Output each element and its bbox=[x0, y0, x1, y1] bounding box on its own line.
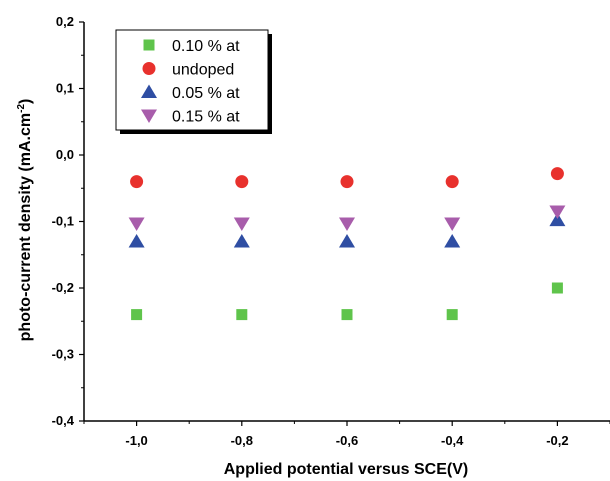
legend-label: 0.05 % at bbox=[172, 85, 240, 102]
data-point bbox=[128, 217, 145, 231]
data-point bbox=[446, 309, 458, 321]
data-point bbox=[131, 309, 143, 321]
y-tick-label: 0,0 bbox=[56, 147, 74, 162]
data-point bbox=[130, 175, 144, 189]
x-tick-label: -0,2 bbox=[546, 433, 568, 448]
legend-marker bbox=[141, 109, 157, 123]
y-tick-label: -0,3 bbox=[52, 347, 74, 362]
data-point bbox=[341, 309, 353, 321]
legend-marker bbox=[141, 84, 157, 98]
data-point bbox=[235, 175, 249, 189]
data-point bbox=[233, 233, 250, 248]
data-point bbox=[549, 212, 566, 227]
legend-marker bbox=[143, 39, 155, 51]
x-tick-label: -0,8 bbox=[231, 433, 253, 448]
legend-label: undoped bbox=[172, 62, 234, 79]
legend-box bbox=[115, 29, 269, 131]
legend-marker bbox=[142, 62, 156, 75]
data-point bbox=[339, 217, 355, 231]
y-tick-label: 0,1 bbox=[56, 81, 74, 96]
data-point bbox=[445, 175, 459, 189]
tick-marks bbox=[79, 21, 610, 426]
legend-label: 0.10 % at bbox=[172, 38, 240, 55]
legend: 0.10 % at undoped 0.05 % at 0.15 % at bbox=[115, 29, 272, 134]
y-tick-label: -0,2 bbox=[52, 280, 74, 295]
data-point bbox=[444, 233, 461, 248]
data-point bbox=[551, 282, 563, 294]
x-tick-label: -0,6 bbox=[336, 433, 358, 448]
y-axis-title-main: photo-current density (mA.cm bbox=[17, 113, 34, 341]
x-tick-label: -0,4 bbox=[441, 433, 464, 448]
y-tick-label: 0,2 bbox=[56, 14, 74, 29]
data-point bbox=[339, 233, 355, 248]
data-point bbox=[236, 309, 248, 321]
x-tick-label: -1,0 bbox=[125, 433, 147, 448]
data-point bbox=[128, 233, 145, 248]
data-points bbox=[128, 167, 566, 321]
data-point bbox=[340, 175, 354, 189]
y-tick-label: -0,4 bbox=[52, 413, 75, 428]
data-point bbox=[444, 217, 461, 231]
data-point bbox=[549, 205, 566, 220]
x-axis-title: Applied potential versus SCE(V) bbox=[224, 461, 468, 478]
y-axis-title: photo-current density (mA.cm-2) bbox=[16, 99, 34, 342]
data-point bbox=[233, 217, 250, 231]
y-axis-title-superscript: -2 bbox=[16, 104, 27, 113]
y-axis-title-close: ) bbox=[17, 99, 34, 104]
legend-label: 0.15 % at bbox=[172, 109, 240, 126]
y-tick-label: -0,1 bbox=[52, 214, 74, 229]
tick-labels: -0,4 -0,3 -0,2 -0,1 0,0 0,1 0,2 -1,0 -0,8 -0,6 -0,… bbox=[52, 14, 569, 448]
data-point bbox=[550, 167, 564, 181]
